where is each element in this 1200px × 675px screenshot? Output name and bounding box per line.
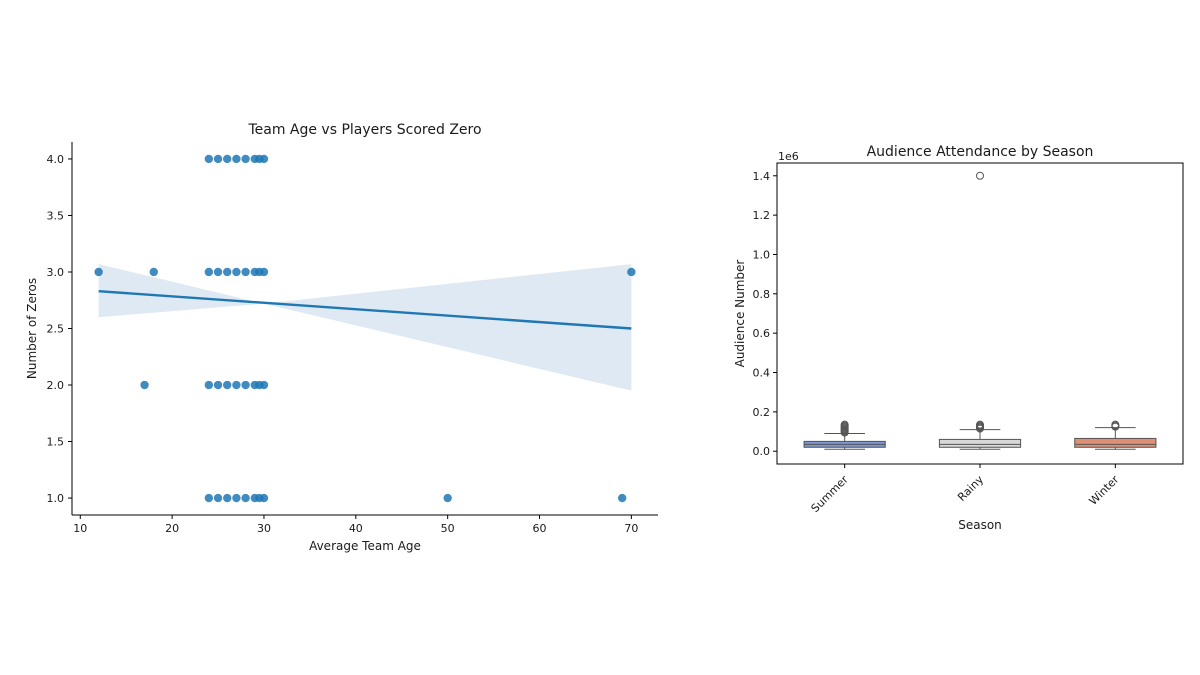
- left-chart-title: Team Age vs Players Scored Zero: [247, 122, 481, 138]
- regression-line: [98, 290, 632, 330]
- outlier-point: [1111, 420, 1120, 429]
- right-plot-area: Summer Rainy Winter 0.0 0.2 0.4 0.6 0.8 1.0 1.2 1.…: [753, 162, 1184, 516]
- left-x-tick-label: 60: [533, 522, 547, 535]
- left-x-tick-label: 40: [349, 522, 363, 535]
- scatter-point: [232, 493, 241, 503]
- scatter-point: [259, 493, 269, 503]
- scatter-point: [213, 154, 223, 164]
- right-y-tick-label: 0.2: [753, 406, 771, 419]
- scatter-point: [94, 267, 103, 277]
- scatter-point: [241, 267, 250, 277]
- right-x-tick-label: Rainy: [955, 473, 986, 504]
- right-y-tick-label: 0.8: [753, 288, 771, 301]
- scatter-point: [213, 380, 223, 390]
- left-plot-area: 10 20 30 40 50 60 70 1.0 1.5 2.0 2.5 3.0 3.5 4.0: [47, 142, 658, 535]
- scatter-point: [232, 154, 241, 164]
- left-y-tick-label: 3.5: [47, 209, 65, 222]
- scatter-point: [241, 493, 250, 503]
- scatter-point: [232, 267, 241, 277]
- scatter-point: [241, 380, 250, 390]
- scatter-point: [140, 380, 149, 390]
- scatter-point: [223, 267, 232, 277]
- right-y-offset-label: 1e6: [778, 150, 799, 163]
- left-y-tick-label: 3.0: [47, 266, 65, 279]
- iqr-box: [1074, 437, 1157, 448]
- scatter-point: [627, 267, 636, 277]
- box-rainy: [938, 171, 1022, 450]
- right-y-tick-label: 1.2: [753, 209, 771, 222]
- confidence-band: [98, 264, 632, 391]
- left-y-tick-label: 4.0: [47, 153, 65, 166]
- outlier-point: [976, 171, 984, 180]
- scatter-point: [259, 267, 269, 277]
- scatter-point: [259, 380, 269, 390]
- scatter-regression-chart: Team Age vs Players Scored Zero Average …: [25, 122, 658, 553]
- left-y-tick-label: 1.5: [47, 436, 65, 449]
- scatter-point: [204, 267, 214, 277]
- scatter-point: [259, 154, 269, 164]
- right-y-tick-label: 1.0: [753, 248, 771, 261]
- right-y-tick-label: 1.4: [753, 170, 771, 183]
- left-y-tick-label: 2.0: [47, 379, 65, 392]
- left-x-tick-label: 20: [165, 522, 179, 535]
- scatter-point: [149, 267, 158, 277]
- iqr-box: [938, 438, 1022, 448]
- scatter-point: [223, 380, 232, 390]
- box-winter: [1074, 420, 1157, 450]
- right-x-tick-label: Summer: [809, 473, 852, 516]
- left-x-tick-label: 30: [257, 522, 271, 535]
- scatter-point: [213, 267, 223, 277]
- left-y-tick-label: 1.0: [47, 492, 65, 505]
- scatter-point: [204, 493, 214, 503]
- scatter-point: [204, 154, 214, 164]
- left-x-axis-label: Average Team Age: [309, 539, 421, 553]
- left-x-tick-label: 70: [624, 522, 638, 535]
- right-x-axis-label: Season: [958, 518, 1002, 532]
- scatter-point: [223, 154, 232, 164]
- left-x-tick-label: 10: [73, 522, 87, 535]
- right-axes-frame: [776, 162, 1184, 465]
- left-x-tick-label: 50: [441, 522, 455, 535]
- scatter-point: [443, 493, 452, 503]
- left-y-tick-label: 2.5: [47, 323, 65, 336]
- box-plot-chart: Audience Attendance by Season Season Aud…: [733, 144, 1184, 532]
- scatter-point: [204, 380, 214, 390]
- scatter-point: [232, 380, 241, 390]
- box-summer: [803, 420, 886, 450]
- left-y-axis-label: Number of Zeros: [25, 278, 39, 379]
- right-x-tick-label: Winter: [1087, 473, 1122, 508]
- outlier-point: [976, 420, 984, 429]
- scatter-point: [223, 493, 232, 503]
- scatter-point: [241, 154, 250, 164]
- right-y-axis-label: Audience Number: [733, 260, 747, 368]
- right-y-tick-label: 0.4: [753, 367, 771, 380]
- right-chart-title: Audience Attendance by Season: [867, 144, 1094, 160]
- right-y-tick-label: 0.6: [753, 327, 771, 340]
- scatter-point: [617, 493, 627, 503]
- outlier-point: [840, 420, 849, 429]
- right-y-tick-label: 0.0: [753, 445, 771, 458]
- scatter-point: [213, 493, 223, 503]
